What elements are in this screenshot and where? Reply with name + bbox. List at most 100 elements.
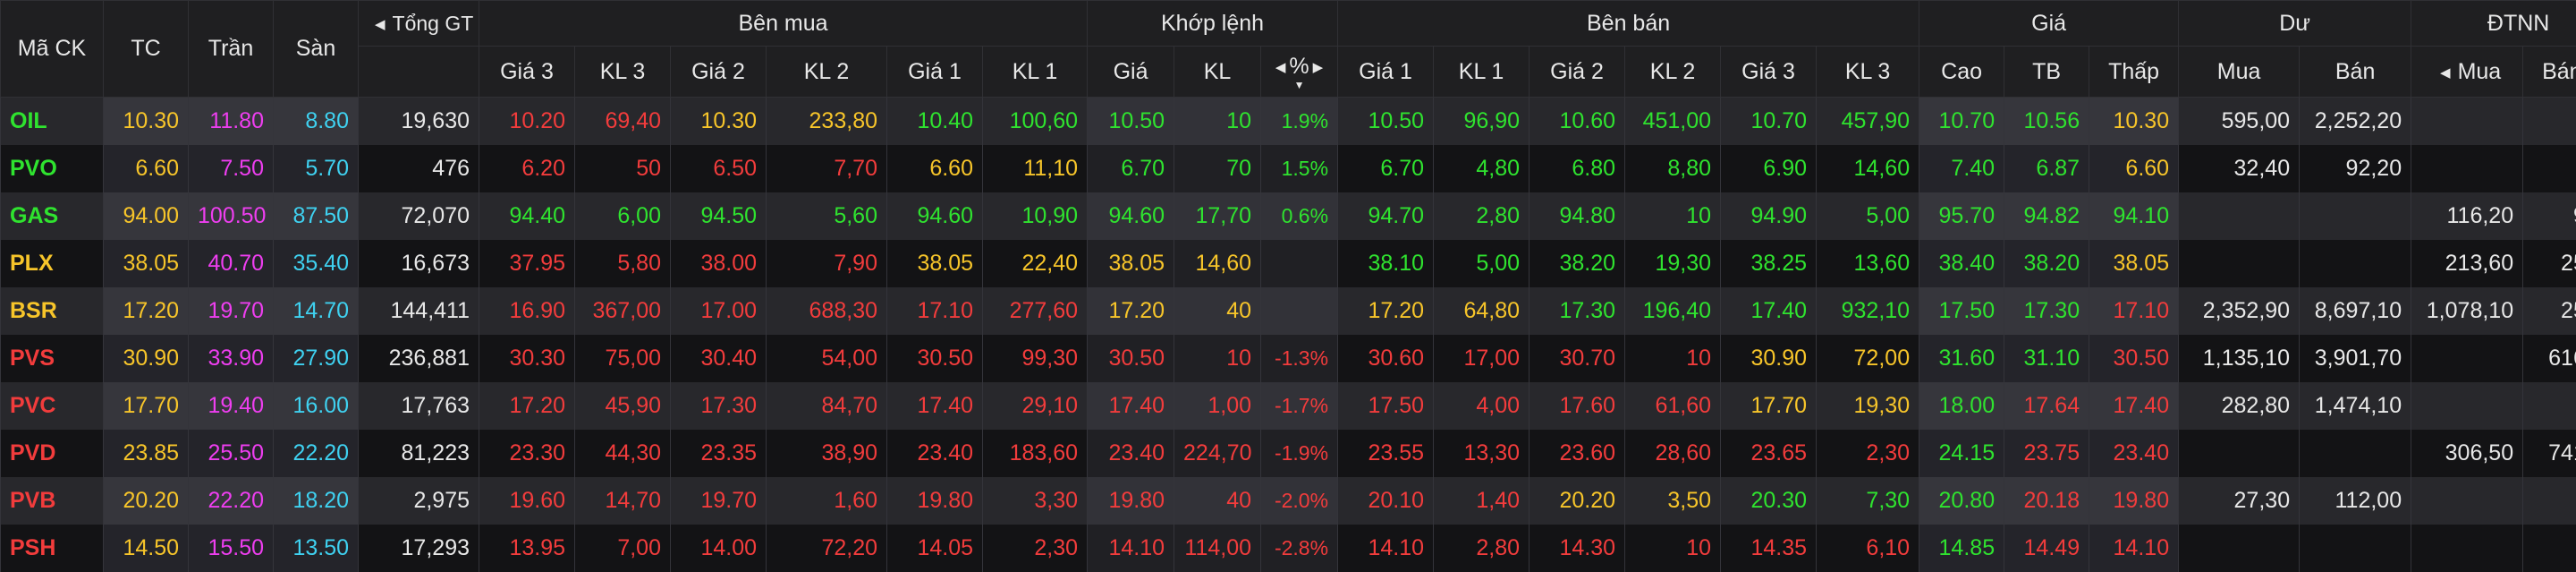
cell-tc: 30.90 [104, 335, 189, 382]
cell-du-ban: 3,901,70 [2300, 335, 2411, 382]
cell-san: 22.20 [274, 430, 359, 477]
header-buy-gia-3[interactable]: Giá 3 [479, 47, 575, 98]
cell-buy-kl-3: 7,00 [575, 525, 671, 572]
cell-dtnn-ban [2523, 98, 2576, 146]
cell-sell-kl-3: 6,10 [1817, 525, 1919, 572]
header-dtnn-mua[interactable]: ◀Mua [2411, 47, 2523, 98]
header-buy-gia-2[interactable]: Giá 2 [671, 47, 767, 98]
header-khop-lenh: Khớp lệnh [1088, 1, 1338, 47]
cell-symbol[interactable]: PVB [1, 477, 104, 525]
cell-symbol[interactable]: PVO [1, 145, 104, 192]
header-san[interactable]: Sàn [274, 1, 359, 98]
cell-du-mua [2179, 240, 2300, 287]
header-price-cao[interactable]: Cao [1919, 47, 2004, 98]
caret-right-icon[interactable]: ▶ [1313, 60, 1324, 75]
cell-buy-gia-1: 38.05 [887, 240, 983, 287]
header-sell-gia-2[interactable]: Giá 2 [1530, 47, 1625, 98]
header-buy-kl-3[interactable]: KL 3 [575, 47, 671, 98]
cell-buy-gia-2: 10.30 [671, 98, 767, 146]
header-sell-kl-2[interactable]: KL 2 [1625, 47, 1721, 98]
header-dtnn-ban[interactable]: Bán▶ [2523, 47, 2576, 98]
cell-buy-gia-1: 30.50 [887, 335, 983, 382]
cell-dtnn-mua [2411, 145, 2523, 192]
cell-match-kl: 10 [1174, 335, 1261, 382]
header-match-gia[interactable]: Giá [1088, 47, 1174, 98]
cell-sell-kl-2: 10 [1625, 335, 1721, 382]
cell-du-ban: 92,20 [2300, 145, 2411, 192]
cell-san: 8.80 [274, 98, 359, 146]
cell-sell-kl-2: 61,60 [1625, 382, 1721, 430]
cell-sell-kl-2: 451,00 [1625, 98, 1721, 146]
header-sell-kl-3[interactable]: KL 3 [1817, 47, 1919, 98]
header-price-thap[interactable]: Thấp [2089, 47, 2179, 98]
cell-buy-gia-3: 23.30 [479, 430, 575, 477]
cell-buy-gia-2: 23.35 [671, 430, 767, 477]
cell-symbol[interactable]: BSR [1, 287, 104, 335]
cell-sell-kl-3: 14,60 [1817, 145, 1919, 192]
cell-symbol[interactable]: PVC [1, 382, 104, 430]
cell-dtnn-mua [2411, 477, 2523, 525]
cell-symbol[interactable]: PVD [1, 430, 104, 477]
header-du-mua[interactable]: Mua [2179, 47, 2300, 98]
cell-cao: 31.60 [1919, 335, 2004, 382]
header-match-kl[interactable]: KL [1174, 47, 1261, 98]
header-tong-gt[interactable]: ◀Tổng GT [359, 1, 479, 47]
cell-symbol[interactable]: PSH [1, 525, 104, 572]
cell-dtnn-ban [2523, 525, 2576, 572]
cell-tb: 23.75 [2004, 430, 2089, 477]
cell-sell-gia-3: 6.90 [1721, 145, 1817, 192]
cell-tran: 40.70 [189, 240, 274, 287]
header-buy-kl-1[interactable]: KL 1 [983, 47, 1088, 98]
cell-dtnn-mua: 116,20 [2411, 192, 2523, 240]
header-tc[interactable]: TC [104, 1, 189, 98]
cell-dtnn-mua: 306,50 [2411, 430, 2523, 477]
cell-symbol[interactable]: OIL [1, 98, 104, 146]
cell-du-mua: 27,30 [2179, 477, 2300, 525]
cell-symbol[interactable]: GAS [1, 192, 104, 240]
header-ma-ck[interactable]: Mã CK [1, 1, 104, 98]
header-sell-kl-1[interactable]: KL 1 [1434, 47, 1530, 98]
header-sell-gia-1[interactable]: Giá 1 [1338, 47, 1434, 98]
caret-left-icon[interactable]: ◀ [2440, 65, 2451, 81]
caret-left-icon[interactable]: ◀ [1275, 60, 1286, 75]
header-du-ban[interactable]: Bán [2300, 47, 2411, 98]
caret-left-icon[interactable]: ◀ [375, 17, 386, 32]
cell-symbol[interactable]: PVS [1, 335, 104, 382]
header-sell-gia-3[interactable]: Giá 3 [1721, 47, 1817, 98]
cell-symbol[interactable]: PLX [1, 240, 104, 287]
cell-sell-kl-1: 4,00 [1434, 382, 1530, 430]
cell-buy-gia-2: 38.00 [671, 240, 767, 287]
cell-thap: 38.05 [2089, 240, 2179, 287]
cell-cao: 14.85 [1919, 525, 2004, 572]
cell-tong-gt: 72,070 [359, 192, 479, 240]
cell-match-gia: 17.40 [1088, 382, 1174, 430]
cell-dtnn-ban [2523, 382, 2576, 430]
cell-buy-gia-1: 23.40 [887, 430, 983, 477]
cell-sell-kl-3: 932,10 [1817, 287, 1919, 335]
cell-sell-kl-1: 4,80 [1434, 145, 1530, 192]
header-price-tb[interactable]: TB [2004, 47, 2089, 98]
header-match-pct[interactable]: ◀%▶ ▼ [1261, 47, 1338, 98]
cell-tran: 25.50 [189, 430, 274, 477]
cell-buy-kl-3: 44,30 [575, 430, 671, 477]
header-buy-kl-2[interactable]: KL 2 [767, 47, 887, 98]
cell-match-pct: -1.7% [1261, 382, 1338, 430]
header-buy-gia-1[interactable]: Giá 1 [887, 47, 983, 98]
cell-buy-gia-1: 17.40 [887, 382, 983, 430]
cell-san: 18.20 [274, 477, 359, 525]
header-tran[interactable]: Trần [189, 1, 274, 98]
cell-sell-gia-3: 20.30 [1721, 477, 1817, 525]
cell-tc: 14.50 [104, 525, 189, 572]
sort-down-icon[interactable]: ▼ [1265, 80, 1334, 90]
cell-buy-kl-2: 5,60 [767, 192, 887, 240]
